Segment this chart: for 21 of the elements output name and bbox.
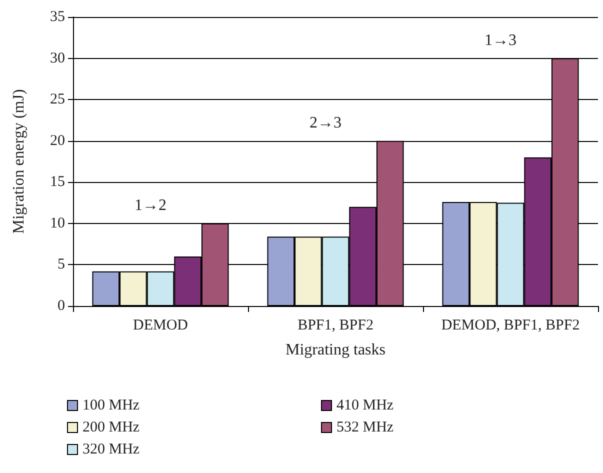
y-tick-label: 25 xyxy=(50,92,65,108)
y-tick-label: 5 xyxy=(58,256,65,273)
annotation: 1→3 xyxy=(484,32,516,49)
legend-label: 532 MHz xyxy=(336,420,394,436)
y-tick-label: 20 xyxy=(50,132,65,149)
y-tick-label: 15 xyxy=(50,174,65,190)
x-tick-label: BPF1, BPF2 xyxy=(298,318,374,334)
y-tick-label: 10 xyxy=(50,215,65,232)
x-tick-label: DEMOD, BPF1, BPF2 xyxy=(441,318,580,334)
annotation: 2→3 xyxy=(310,114,342,132)
legend-label: 410 MHz xyxy=(336,398,394,414)
x-tick-label: DEMOD xyxy=(133,318,188,334)
annotation: 1→2 xyxy=(134,196,166,214)
y-tick-label: 35 xyxy=(50,9,65,25)
y-tick-label: 30 xyxy=(50,50,65,66)
legend-label: 320 MHz xyxy=(82,442,140,458)
legend-label: 200 MHz xyxy=(82,420,140,436)
y-axis-title: Migration energy (mJ) xyxy=(10,89,28,234)
legend-label: 100 MHz xyxy=(82,398,140,414)
x-axis-title: Migrating tasks xyxy=(286,342,386,358)
y-tick-label: 0 xyxy=(58,298,65,314)
